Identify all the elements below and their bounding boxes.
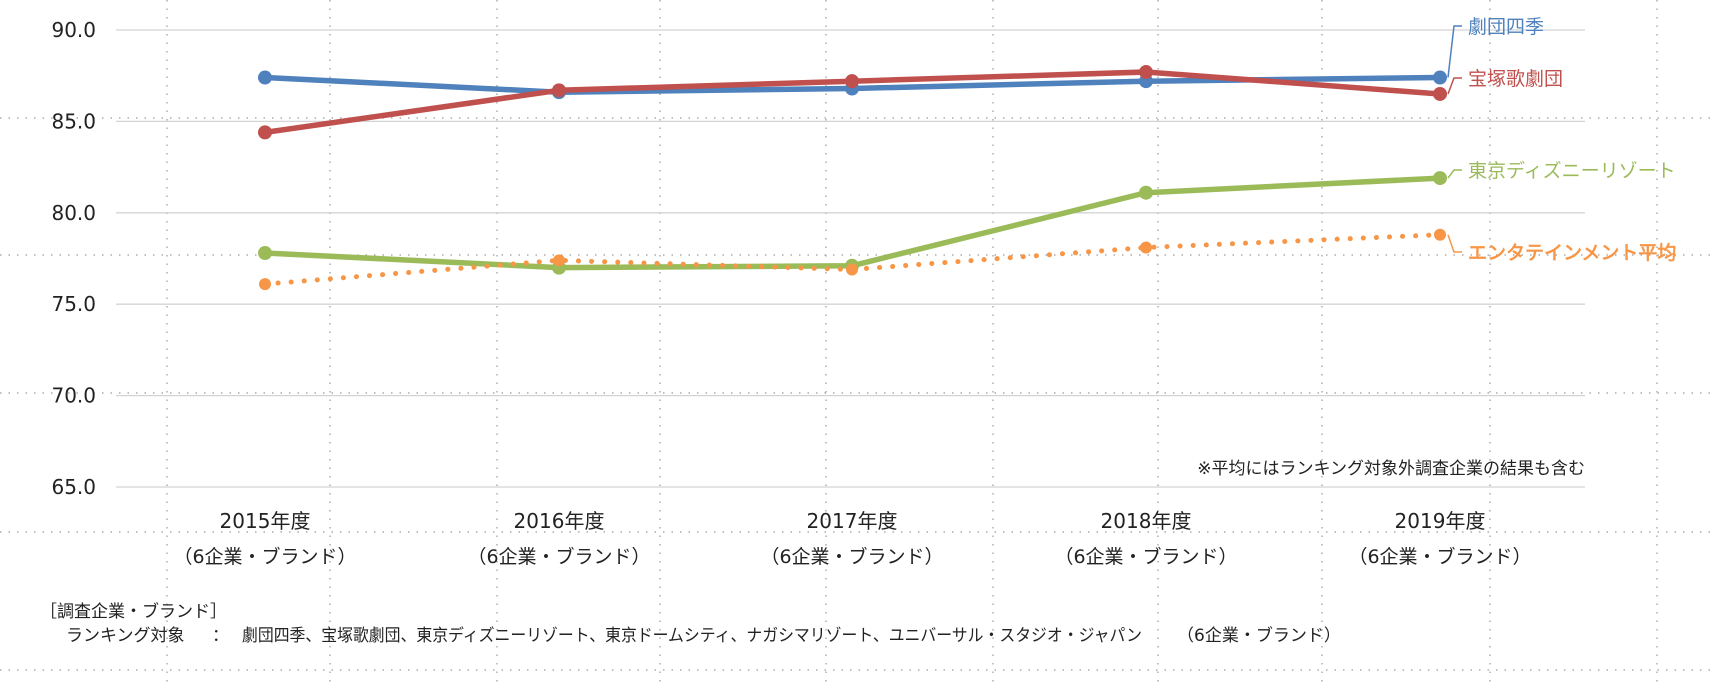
series-point-1-4 bbox=[1433, 86, 1447, 101]
series-point-3-2 bbox=[846, 263, 858, 276]
legend-title: ［調査企業・ブランド］ bbox=[40, 601, 227, 622]
x-category-label: 2016年度 bbox=[514, 509, 605, 533]
series-label-0: 劇団四季 bbox=[1468, 16, 1544, 38]
series-point-2-3 bbox=[1139, 185, 1153, 200]
x-category-sublabel: （6企業・ブランド） bbox=[1054, 545, 1237, 568]
series-point-3-4 bbox=[1434, 228, 1446, 241]
x-category-sublabel: （6企業・ブランド） bbox=[173, 545, 356, 568]
y-axis-ticks: 90.0 85.0 80.0 75.0 70.0 65.0 bbox=[51, 18, 96, 499]
series-point-1-3 bbox=[1139, 65, 1153, 80]
x-category-label: 2018年度 bbox=[1101, 509, 1192, 533]
x-category-sublabel: （6企業・ブランド） bbox=[1348, 545, 1531, 568]
label-connector-3 bbox=[1447, 234, 1462, 253]
series-label-1: 宝塚歌劇団 bbox=[1468, 68, 1563, 90]
label-connector-0 bbox=[1447, 25, 1462, 78]
legend-label: ランキング対象 bbox=[66, 626, 185, 646]
y-tick-label: 90.0 bbox=[51, 18, 96, 42]
series-label-3: エンタテインメント平均 bbox=[1468, 241, 1676, 264]
series-point-0-0 bbox=[258, 70, 272, 85]
series-point-1-2 bbox=[845, 74, 859, 89]
label-connector-2 bbox=[1447, 169, 1462, 179]
series-point-1-1 bbox=[552, 83, 566, 98]
x-category-label: 2019年度 bbox=[1395, 509, 1486, 533]
legend-companies: 劇団四季、宝塚歌劇団、東京ディズニーリゾート、東京ドームシティ、ナガシマリゾート… bbox=[242, 625, 1142, 646]
legend-count: （6企業・ブランド） bbox=[1177, 625, 1341, 646]
x-category-sublabel: （6企業・ブランド） bbox=[760, 545, 943, 568]
x-category-sublabel: （6企業・ブランド） bbox=[467, 545, 650, 568]
y-tick-label: 80.0 bbox=[51, 201, 96, 225]
series-line-2 bbox=[262, 175, 1443, 271]
average-note: ※平均にはランキング対象外調査企業の結果も含む bbox=[1197, 459, 1585, 479]
series-label-2: 東京ディズニーリゾート bbox=[1468, 160, 1676, 182]
label-connector-1 bbox=[1447, 77, 1462, 95]
x-category-label: 2017年度 bbox=[807, 509, 898, 533]
series-point-1-0 bbox=[258, 125, 272, 140]
y-tick-label: 75.0 bbox=[51, 292, 96, 316]
series-point-3-3 bbox=[1140, 241, 1152, 254]
y-tick-label: 65.0 bbox=[51, 475, 96, 499]
series-group bbox=[258, 65, 1447, 291]
series-point-3-1 bbox=[553, 254, 565, 267]
y-tick-label: 70.0 bbox=[51, 384, 96, 408]
y-tick-label: 85.0 bbox=[51, 109, 96, 133]
series-point-0-4 bbox=[1433, 70, 1447, 85]
legend-separator: ： bbox=[212, 626, 229, 646]
series-point-2-0 bbox=[258, 246, 272, 261]
x-category-label: 2015年度 bbox=[220, 509, 311, 533]
series-point-2-4 bbox=[1433, 171, 1447, 186]
x-axis-categories: 2015年度 （6企業・ブランド） 2016年度 （6企業・ブランド） 2017年度 （6… bbox=[173, 509, 1531, 568]
series-point-3-0 bbox=[259, 278, 271, 291]
